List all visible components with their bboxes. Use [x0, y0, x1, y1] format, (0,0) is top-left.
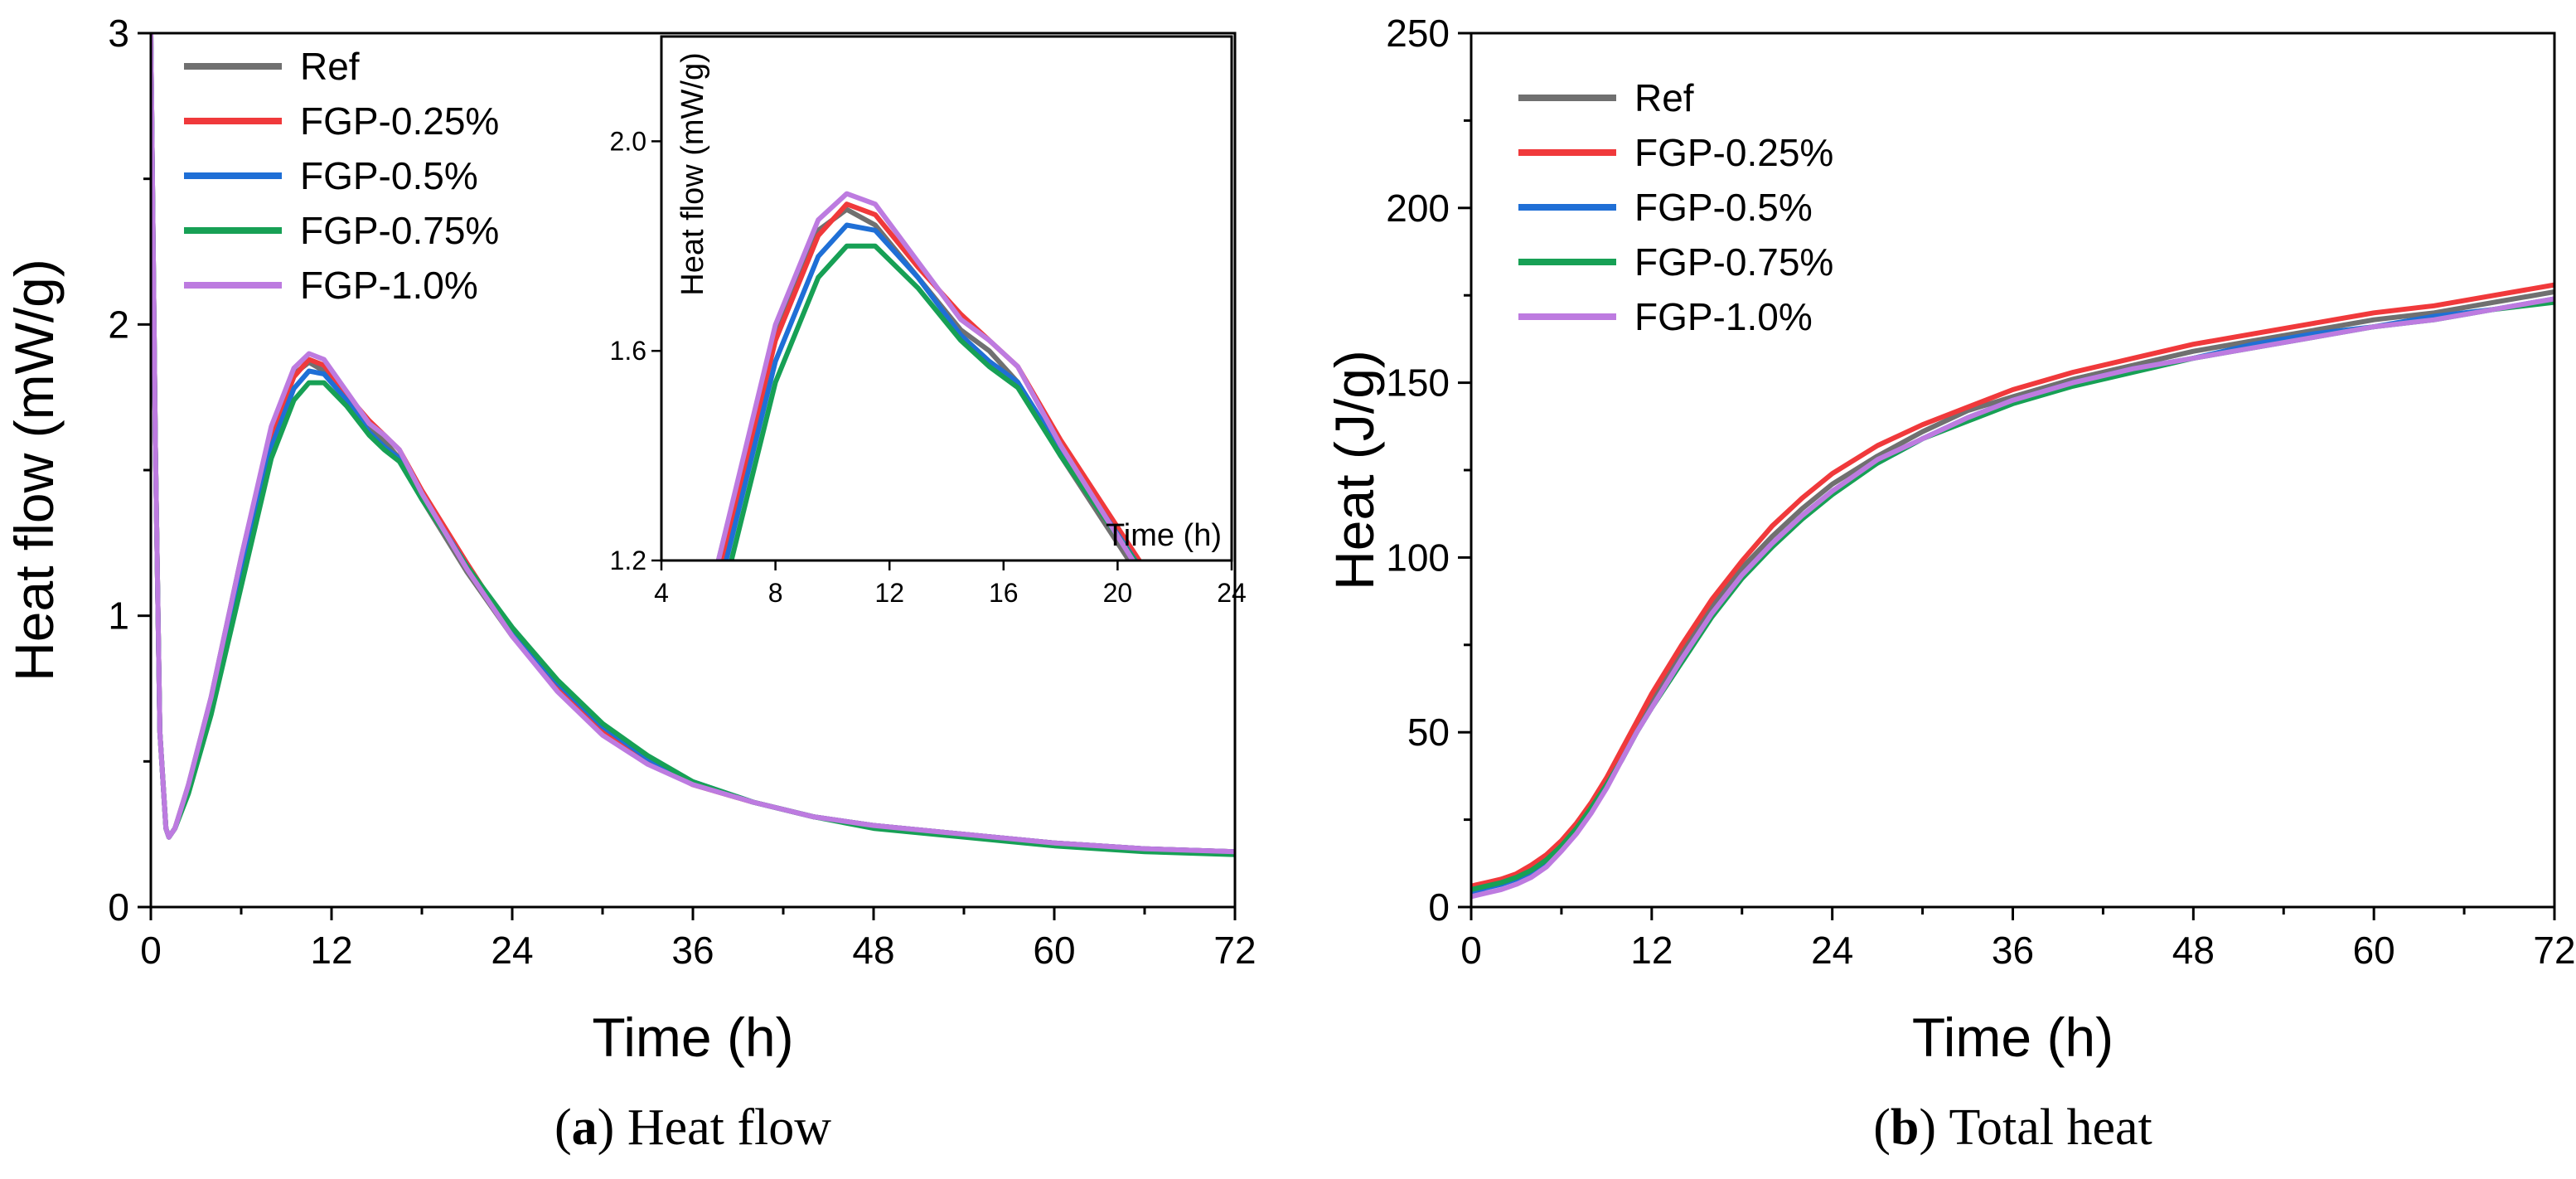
- y-tick-label: 150: [1386, 361, 1450, 405]
- legend-label: FGP-1.0%: [300, 264, 478, 307]
- y-axis-label: Heat (J/g): [1324, 350, 1385, 590]
- x-tick-label: 0: [140, 929, 162, 972]
- legend: Ref FGP-0.25% FGP-0.5% FGP-0.75% FGP-1.0%: [184, 45, 499, 307]
- inset-y-axis-label: Heat flow (mW/g): [675, 52, 710, 295]
- caption-letter: b: [1891, 1099, 1919, 1156]
- inset-series-line-fgp-0-75-: [729, 243, 1138, 560]
- y-tick-label: 100: [1386, 536, 1450, 579]
- panel-caption: (a) Heat flow: [554, 1099, 831, 1156]
- x-tick-label: 12: [310, 929, 352, 972]
- x-tick-label: 60: [2353, 929, 2395, 972]
- series-line-ref: [1471, 289, 2554, 892]
- inset-x-tick-label: 12: [874, 578, 904, 608]
- inset-x-tick-label: 24: [1217, 578, 1247, 608]
- caption-text: Total heat: [1936, 1099, 2152, 1156]
- legend-label: FGP-0.75%: [1634, 240, 1833, 284]
- inset-frame: [660, 35, 1233, 562]
- panel-caption: (b) Total heat: [1873, 1099, 2152, 1156]
- y-axis-label: Heat flow (mW/g): [3, 259, 65, 682]
- inset-x-tick-label: 8: [768, 578, 783, 608]
- legend-label: FGP-0.5%: [1634, 186, 1813, 229]
- inset: 4 8 12 16 20 24 1.2 1.6 2.0 Time (h) Heat flow (mW…: [610, 35, 1247, 608]
- y-tick-label: 1: [108, 594, 129, 638]
- legend-label: FGP-0.5%: [300, 154, 478, 197]
- y-tick-label: 200: [1386, 187, 1450, 230]
- x-tick-label: 72: [2533, 929, 2575, 972]
- x-tick-label: 36: [1992, 929, 2034, 972]
- legend-label: FGP-0.75%: [300, 209, 499, 252]
- y-tick-label: 0: [108, 885, 129, 929]
- x-tick-label: 48: [2172, 929, 2215, 972]
- legend: Ref FGP-0.25% FGP-0.5% FGP-0.75% FGP-1.0%: [1518, 76, 1833, 338]
- inset-x-axis-label: Time (h): [1106, 518, 1222, 553]
- inset-x-tick-label: 4: [654, 578, 669, 608]
- series-lines: [1471, 282, 2554, 900]
- inset-series-line-fgp-1-0-: [715, 191, 1136, 560]
- x-axis-label: Time (h): [592, 1007, 793, 1068]
- inset-x-tick-label: 16: [989, 578, 1019, 608]
- y-tick-label: 250: [1386, 12, 1450, 55]
- inset-y-tick-label: 2.0: [610, 126, 646, 156]
- x-tick-label: 12: [1630, 929, 1673, 972]
- x-tick-label: 36: [671, 929, 714, 972]
- inset-x-tick-label: 20: [1103, 578, 1133, 608]
- inset-y-tick-label: 1.2: [610, 546, 646, 575]
- x-tick-label: 0: [1460, 929, 1482, 972]
- series-line-fgp-1-0-: [1471, 296, 2554, 900]
- caption-text: Heat flow: [614, 1099, 831, 1156]
- x-axis-label: Time (h): [1912, 1007, 2114, 1068]
- panel-b: 0 12 24 36 48 60 72 0 50 100 150 200 250 Time (h) Heat…: [1324, 12, 2576, 1156]
- caption-letter: a: [572, 1099, 598, 1156]
- y-tick-label: 2: [108, 303, 129, 346]
- x-tick-label: 72: [1213, 929, 1256, 972]
- legend-label: FGP-1.0%: [1634, 295, 1813, 338]
- x-tick-label: 24: [1811, 929, 1853, 972]
- inset-series-lines: [715, 191, 1143, 560]
- legend-label: Ref: [300, 45, 360, 88]
- x-tick-label: 24: [491, 929, 533, 972]
- legend-label: FGP-0.25%: [1634, 131, 1833, 174]
- y-tick-label: 50: [1407, 711, 1450, 754]
- legend-label: FGP-0.25%: [300, 99, 499, 143]
- inset-series-line-fgp-0-5-: [724, 222, 1139, 560]
- series-lines: [151, 33, 1235, 857]
- series-line-fgp-1-0-: [151, 33, 1235, 855]
- y-tick-label: 0: [1428, 885, 1450, 929]
- y-tick-label: 3: [108, 12, 129, 55]
- series-line-fgp-0-25-: [1471, 282, 2554, 889]
- x-tick-label: 48: [852, 929, 894, 972]
- x-tick-label: 60: [1033, 929, 1075, 972]
- inset-y-tick-label: 1.6: [610, 336, 646, 366]
- legend-label: Ref: [1634, 76, 1694, 119]
